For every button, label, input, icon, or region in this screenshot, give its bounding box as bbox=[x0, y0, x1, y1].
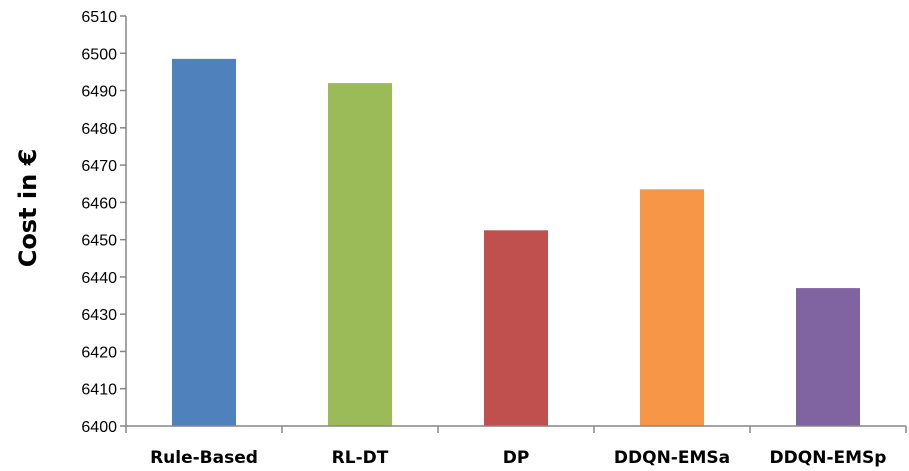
bar-ddqn-emsp bbox=[796, 288, 860, 426]
y-tick-label: 6400 bbox=[81, 419, 117, 436]
y-axis-ticks: 6400 6410 6420 6430 6440 6450 6460 6470 6480 6490… bbox=[81, 9, 126, 436]
bar-rl-dt bbox=[328, 83, 392, 426]
x-axis bbox=[125, 425, 907, 433]
y-tick-label: 6440 bbox=[81, 270, 117, 287]
bar-series bbox=[172, 58, 860, 426]
y-axis-title: Cost in € bbox=[14, 149, 42, 268]
bar-rule-based bbox=[172, 58, 236, 426]
y-tick-label: 6470 bbox=[81, 158, 117, 175]
x-category-label: Rule-Based bbox=[150, 448, 258, 468]
x-category-label: DDQN-EMSp bbox=[770, 448, 887, 468]
x-axis-category-labels: Rule-Based RL-DT DP DDQN-EMSa DDQN-EMSp bbox=[150, 448, 886, 468]
x-category-label: DDQN-EMSa bbox=[614, 448, 730, 468]
y-tick-label: 6430 bbox=[81, 307, 117, 324]
bar-dp bbox=[484, 230, 548, 426]
x-category-label: RL-DT bbox=[332, 448, 389, 468]
y-tick-label: 6490 bbox=[81, 84, 117, 101]
y-tick-label: 6450 bbox=[81, 233, 117, 250]
y-tick-label: 6510 bbox=[81, 9, 117, 26]
y-tick-label: 6480 bbox=[81, 121, 117, 138]
bar-ddqn-emsa bbox=[640, 189, 704, 426]
y-tick-label: 6500 bbox=[81, 46, 117, 63]
y-tick-label: 6410 bbox=[81, 382, 117, 399]
y-tick-label: 6460 bbox=[81, 195, 117, 212]
y-tick-label: 6420 bbox=[81, 344, 117, 361]
x-category-label: DP bbox=[503, 448, 530, 468]
